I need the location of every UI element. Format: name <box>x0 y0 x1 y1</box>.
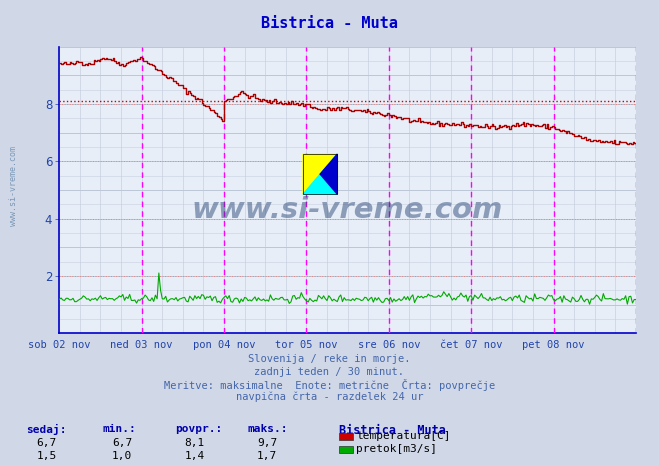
Text: Bistrica - Muta: Bistrica - Muta <box>261 16 398 31</box>
Text: navpična črta - razdelek 24 ur: navpična črta - razdelek 24 ur <box>236 392 423 403</box>
Text: Meritve: maksimalne  Enote: metrične  Črta: povprečje: Meritve: maksimalne Enote: metrične Črta… <box>164 379 495 391</box>
Text: 1,4: 1,4 <box>185 451 205 461</box>
Text: ned 03 nov: ned 03 nov <box>111 340 173 350</box>
Polygon shape <box>303 154 337 194</box>
Text: maks.:: maks.: <box>247 424 287 434</box>
Text: 1,7: 1,7 <box>257 451 277 461</box>
Text: www.si-vreme.com: www.si-vreme.com <box>9 146 18 226</box>
Text: tor 05 nov: tor 05 nov <box>275 340 337 350</box>
Text: 9,7: 9,7 <box>257 438 277 448</box>
Text: pon 04 nov: pon 04 nov <box>193 340 255 350</box>
Text: sob 02 nov: sob 02 nov <box>28 340 90 350</box>
Text: sedaj:: sedaj: <box>26 424 67 435</box>
Text: 6,7: 6,7 <box>36 438 57 448</box>
Polygon shape <box>320 154 337 194</box>
Polygon shape <box>303 154 337 194</box>
Text: sre 06 nov: sre 06 nov <box>358 340 420 350</box>
Text: povpr.:: povpr.: <box>175 424 222 434</box>
Text: www.si-vreme.com: www.si-vreme.com <box>192 196 503 224</box>
Text: temperatura[C]: temperatura[C] <box>356 431 450 441</box>
Text: Bistrica - Muta: Bistrica - Muta <box>339 424 446 437</box>
Text: Slovenija / reke in morje.: Slovenija / reke in morje. <box>248 354 411 364</box>
Text: pet 08 nov: pet 08 nov <box>523 340 585 350</box>
Text: 8,1: 8,1 <box>185 438 205 448</box>
Text: 1,5: 1,5 <box>36 451 57 461</box>
Text: zadnji teden / 30 minut.: zadnji teden / 30 minut. <box>254 367 405 377</box>
Text: čet 07 nov: čet 07 nov <box>440 340 502 350</box>
Text: 1,0: 1,0 <box>112 451 132 461</box>
Text: min.:: min.: <box>102 424 136 434</box>
Text: pretok[m3/s]: pretok[m3/s] <box>356 444 437 454</box>
Text: 6,7: 6,7 <box>112 438 132 448</box>
